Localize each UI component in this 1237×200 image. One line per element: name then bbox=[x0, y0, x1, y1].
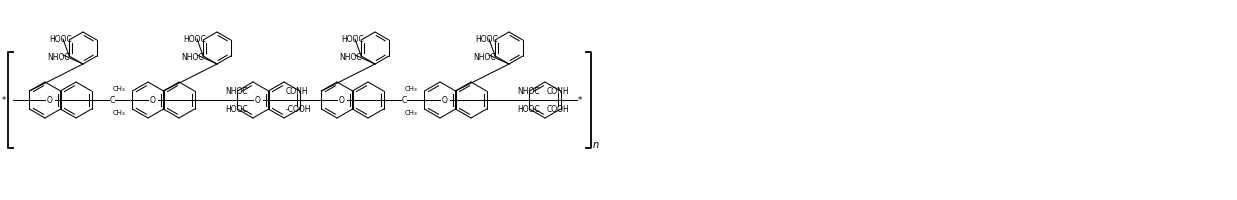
Text: *: * bbox=[1, 96, 6, 105]
Text: NHOC: NHOC bbox=[339, 52, 361, 61]
Text: O: O bbox=[442, 96, 448, 105]
Text: *: * bbox=[578, 96, 583, 105]
Text: COOH: COOH bbox=[547, 105, 570, 114]
Text: CH₃: CH₃ bbox=[404, 109, 418, 115]
Text: NHOC: NHOC bbox=[517, 87, 539, 96]
Text: HOOC: HOOC bbox=[49, 34, 72, 43]
Text: NHOC: NHOC bbox=[181, 52, 204, 61]
Text: O: O bbox=[47, 96, 53, 105]
Text: NHOC: NHOC bbox=[473, 52, 496, 61]
Text: O: O bbox=[339, 96, 345, 105]
Text: HOOC: HOOC bbox=[225, 105, 247, 114]
Text: n: n bbox=[593, 139, 599, 149]
Text: NHOC: NHOC bbox=[225, 87, 247, 96]
Text: CONH: CONH bbox=[286, 87, 308, 96]
Text: CH₃: CH₃ bbox=[404, 86, 418, 92]
Text: O: O bbox=[150, 96, 156, 105]
Text: C: C bbox=[401, 96, 407, 105]
Text: CH₃: CH₃ bbox=[113, 109, 126, 115]
Text: NHOC: NHOC bbox=[47, 52, 69, 61]
Text: -COOH: -COOH bbox=[286, 105, 312, 114]
Text: HOOC: HOOC bbox=[183, 34, 205, 43]
Text: HOOC: HOOC bbox=[475, 34, 497, 43]
Text: CONH: CONH bbox=[547, 87, 569, 96]
Text: HOOC: HOOC bbox=[517, 105, 539, 114]
Text: HOOC: HOOC bbox=[341, 34, 364, 43]
Text: O: O bbox=[255, 96, 261, 105]
Text: C: C bbox=[109, 96, 115, 105]
Text: CH₃: CH₃ bbox=[113, 86, 126, 92]
